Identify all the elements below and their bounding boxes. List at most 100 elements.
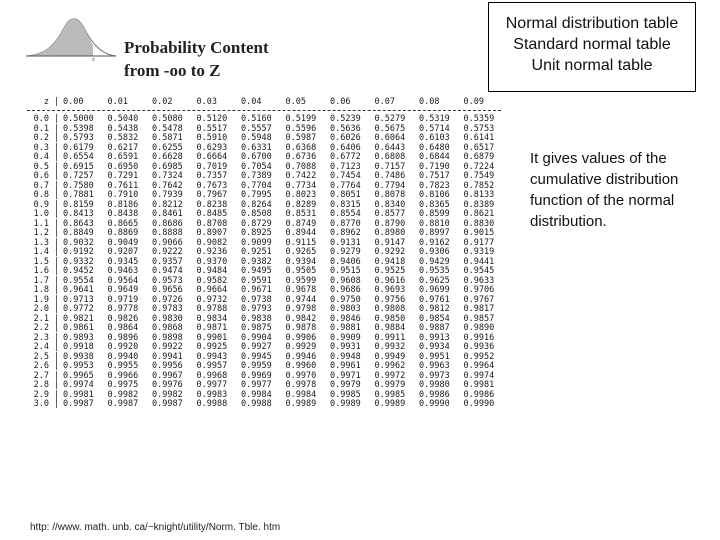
table-cell: 0.9515 <box>330 266 361 276</box>
table-cell: 0.7995 <box>241 190 272 200</box>
table-cell: 0.9082 <box>196 237 228 248</box>
table-cell: 0.9981 <box>463 380 495 390</box>
table-cell: 0.9979 <box>330 380 361 390</box>
table-cell: 0.9429 <box>419 256 450 267</box>
column-separator: | <box>54 342 60 352</box>
table-cell: 0.5040 <box>107 114 139 124</box>
z-value: 1.7 <box>33 275 49 286</box>
column-header: 0.04 <box>241 97 262 107</box>
table-cell: 0.9649 <box>107 285 139 295</box>
table-cell: 0.9971 <box>330 370 361 381</box>
table-cell: 0.8599 <box>419 209 450 219</box>
table-cell: 0.9793 <box>241 304 272 314</box>
table-cell: 0.9987 <box>152 399 183 409</box>
table-cell: 0.9986 <box>463 389 495 400</box>
z-value: 1.2 <box>33 228 49 238</box>
table-cell: 0.7324 <box>152 171 183 181</box>
table-cell: 0.9066 <box>152 237 183 248</box>
table-cell: 0.9345 <box>107 256 139 267</box>
table-cell: 0.6591 <box>107 152 139 162</box>
table-cell: 0.6179 <box>63 142 94 153</box>
table-cell: 0.9984 <box>241 389 272 400</box>
column-header: 0.02 <box>152 97 173 107</box>
table-cell: 0.7967 <box>196 190 228 200</box>
table-cell: 0.9941 <box>152 351 183 362</box>
z-value: 2.9 <box>33 389 49 400</box>
table-cell: 0.9599 <box>285 275 317 286</box>
table-cell: 0.9147 <box>374 237 406 248</box>
table-cell: 0.7157 <box>374 161 406 172</box>
table-cell: 0.9625 <box>419 275 450 286</box>
table-cell: 0.9966 <box>107 370 139 381</box>
table-cell: 0.6293 <box>196 142 228 153</box>
table-cell: 0.9846 <box>330 313 361 324</box>
table-cell: 0.9982 <box>107 389 139 400</box>
z-value: 2.4 <box>33 342 49 352</box>
table-cell: 0.7611 <box>107 180 139 191</box>
table-cell: 0.9940 <box>107 351 139 362</box>
table-cell: 0.5517 <box>196 123 228 134</box>
column-separator: | <box>54 171 60 181</box>
table-cell: 0.9981 <box>63 389 94 400</box>
table-cell: 0.9131 <box>330 237 361 248</box>
table-cell: 0.9875 <box>241 323 272 333</box>
table-cell: 0.9898 <box>152 332 183 343</box>
column-header: 0.06 <box>330 97 351 107</box>
table-cell: 0.6406 <box>330 142 361 153</box>
table-cell: 0.9975 <box>107 380 139 390</box>
table-cell: 0.5793 <box>63 133 94 143</box>
table-cell: 0.9761 <box>419 294 450 305</box>
table-cell: 0.7673 <box>196 180 228 191</box>
page-title: Probability Content from -oo to Z <box>124 36 269 82</box>
table-cell: 0.7549 <box>463 171 495 181</box>
table-cell: 0.6368 <box>285 142 317 153</box>
table-cell: 0.6517 <box>463 142 495 153</box>
table-cell: 0.9990 <box>463 399 495 409</box>
column-separator: | <box>54 218 60 229</box>
z-value: 0.0 <box>33 114 49 124</box>
table-cell: 0.5871 <box>152 133 183 143</box>
table-cell: 0.9251 <box>241 247 272 257</box>
table-cell: 0.9920 <box>107 342 139 352</box>
table-cell: 0.9319 <box>463 247 495 257</box>
table-cell: 0.9357 <box>152 256 183 267</box>
z-value: 1.1 <box>33 218 49 229</box>
table-cell: 0.7123 <box>330 161 361 172</box>
column-separator: | <box>54 199 60 210</box>
table-cell: 0.7517 <box>419 171 450 181</box>
table-cell: 0.9633 <box>463 275 495 286</box>
table-cell: 0.9974 <box>63 380 94 390</box>
table-cell: 0.5239 <box>330 114 361 124</box>
table-cell: 0.6736 <box>285 152 317 162</box>
table-cell: 0.8888 <box>152 228 183 238</box>
table-cell: 0.9207 <box>107 247 139 257</box>
table-cell: 0.8686 <box>152 218 183 229</box>
table-cell: 0.8621 <box>463 209 495 219</box>
table-cell: 0.8315 <box>330 199 361 210</box>
table-names-callout: Normal distribution table Standard norma… <box>488 2 696 92</box>
table-cell: 0.9726 <box>152 294 183 305</box>
table-cell: 0.9984 <box>285 389 317 400</box>
table-cell: 0.5438 <box>107 123 139 134</box>
table-cell: 0.8925 <box>241 228 272 238</box>
table-cell: 0.9961 <box>330 361 361 371</box>
table-cell: 0.9955 <box>107 361 139 371</box>
z-value: 1.5 <box>33 256 49 267</box>
table-cell: 0.9821 <box>63 313 94 324</box>
table-cell: 0.9678 <box>285 285 317 295</box>
table-cell: 0.9982 <box>152 389 183 400</box>
column-separator: | <box>54 237 60 248</box>
table-cell: 0.6700 <box>241 152 272 162</box>
table-cell: 0.9973 <box>419 370 450 381</box>
z-value: 2.3 <box>33 332 49 343</box>
table-cell: 0.9099 <box>241 237 272 248</box>
z-value: 2.7 <box>33 370 49 381</box>
table-cell: 0.9535 <box>419 266 450 276</box>
table-cell: 0.5948 <box>241 133 272 143</box>
table-cell: 0.9951 <box>419 351 450 362</box>
z-value: 2.5 <box>33 351 49 362</box>
table-cell: 0.9987 <box>63 399 94 409</box>
table-cell: 0.9925 <box>196 342 228 352</box>
table-cell: 0.9406 <box>330 256 361 267</box>
z-value: 0.5 <box>33 161 49 172</box>
